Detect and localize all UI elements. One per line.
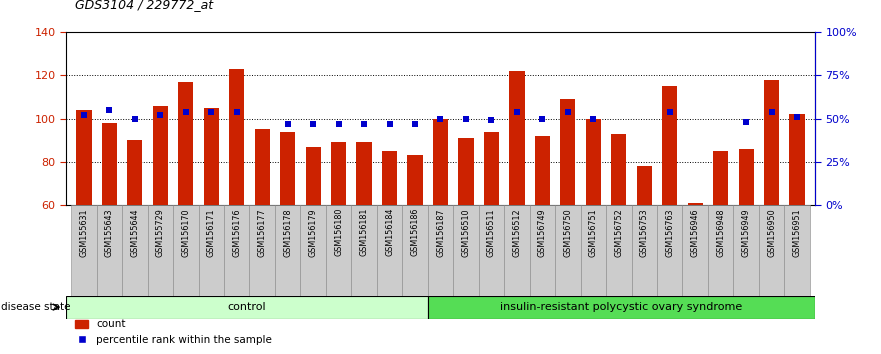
Text: GSM156753: GSM156753 [640,208,648,257]
FancyBboxPatch shape [504,205,529,296]
Bar [229,69,244,205]
Bar [178,82,194,205]
Text: GSM156751: GSM156751 [589,208,598,257]
FancyBboxPatch shape [97,205,122,296]
Text: GSM156177: GSM156177 [258,208,267,257]
Text: GDS3104 / 229772_at: GDS3104 / 229772_at [75,0,213,11]
Bar [407,155,423,205]
Text: GSM156180: GSM156180 [334,208,343,256]
FancyBboxPatch shape [759,205,784,296]
Text: GSM156187: GSM156187 [436,208,445,257]
Bar [484,132,499,205]
Bar [382,151,397,205]
Bar [204,108,218,205]
Bar [713,151,729,205]
FancyBboxPatch shape [300,205,326,296]
Text: control: control [227,302,266,312]
Text: GSM156950: GSM156950 [767,208,776,257]
Text: GSM156171: GSM156171 [207,208,216,257]
Text: GSM156949: GSM156949 [742,208,751,257]
Bar [586,119,601,205]
FancyBboxPatch shape [148,205,173,296]
Text: GSM156179: GSM156179 [308,208,318,257]
Bar [255,130,270,205]
Text: GSM156510: GSM156510 [462,208,470,257]
FancyBboxPatch shape [708,205,733,296]
FancyBboxPatch shape [683,205,708,296]
FancyBboxPatch shape [632,205,657,296]
FancyBboxPatch shape [122,205,148,296]
Bar [637,166,652,205]
Text: insulin-resistant polycystic ovary syndrome: insulin-resistant polycystic ovary syndr… [500,302,743,312]
Text: GSM156178: GSM156178 [283,208,292,257]
FancyBboxPatch shape [529,205,555,296]
FancyBboxPatch shape [733,205,759,296]
Bar [535,136,550,205]
Text: GSM155644: GSM155644 [130,208,139,257]
Text: GSM156170: GSM156170 [181,208,190,257]
Legend: count, percentile rank within the sample: count, percentile rank within the sample [71,315,277,349]
Bar [306,147,321,205]
Text: GSM156186: GSM156186 [411,208,419,256]
Bar [101,123,117,205]
Text: GSM155631: GSM155631 [79,208,88,257]
Bar [789,114,804,205]
Bar [331,142,346,205]
Bar [509,71,524,205]
FancyBboxPatch shape [581,205,606,296]
Text: GSM156184: GSM156184 [385,208,394,256]
FancyBboxPatch shape [352,205,377,296]
FancyBboxPatch shape [403,205,428,296]
Bar [458,138,474,205]
Bar [152,105,168,205]
Bar [280,132,295,205]
FancyBboxPatch shape [66,296,428,319]
Text: GSM156512: GSM156512 [513,208,522,257]
FancyBboxPatch shape [173,205,198,296]
Bar [127,140,143,205]
FancyBboxPatch shape [224,205,249,296]
Text: GSM156176: GSM156176 [233,208,241,257]
FancyBboxPatch shape [326,205,352,296]
Text: GSM156749: GSM156749 [538,208,547,257]
FancyBboxPatch shape [71,205,97,296]
FancyBboxPatch shape [555,205,581,296]
Bar [687,203,703,205]
Text: GSM156181: GSM156181 [359,208,368,256]
Text: GSM156951: GSM156951 [793,208,802,257]
Bar [560,99,575,205]
FancyBboxPatch shape [428,205,453,296]
Text: GSM156750: GSM156750 [563,208,573,257]
FancyBboxPatch shape [478,205,504,296]
FancyBboxPatch shape [453,205,478,296]
FancyBboxPatch shape [198,205,224,296]
FancyBboxPatch shape [377,205,403,296]
Text: GSM156752: GSM156752 [614,208,623,257]
Text: GSM156511: GSM156511 [487,208,496,257]
Bar [738,149,754,205]
Bar [77,110,92,205]
Bar [433,119,448,205]
Text: GSM156763: GSM156763 [665,208,674,257]
FancyBboxPatch shape [249,205,275,296]
FancyBboxPatch shape [784,205,810,296]
Bar [764,80,780,205]
Text: GSM155643: GSM155643 [105,208,114,257]
Bar [357,142,372,205]
Text: GSM156946: GSM156946 [691,208,700,257]
FancyBboxPatch shape [657,205,683,296]
FancyBboxPatch shape [606,205,632,296]
Bar [663,86,677,205]
FancyBboxPatch shape [428,296,815,319]
Text: GSM156948: GSM156948 [716,208,725,257]
Text: GSM155729: GSM155729 [156,208,165,257]
FancyBboxPatch shape [275,205,300,296]
Bar [611,134,626,205]
Text: disease state: disease state [1,302,70,312]
